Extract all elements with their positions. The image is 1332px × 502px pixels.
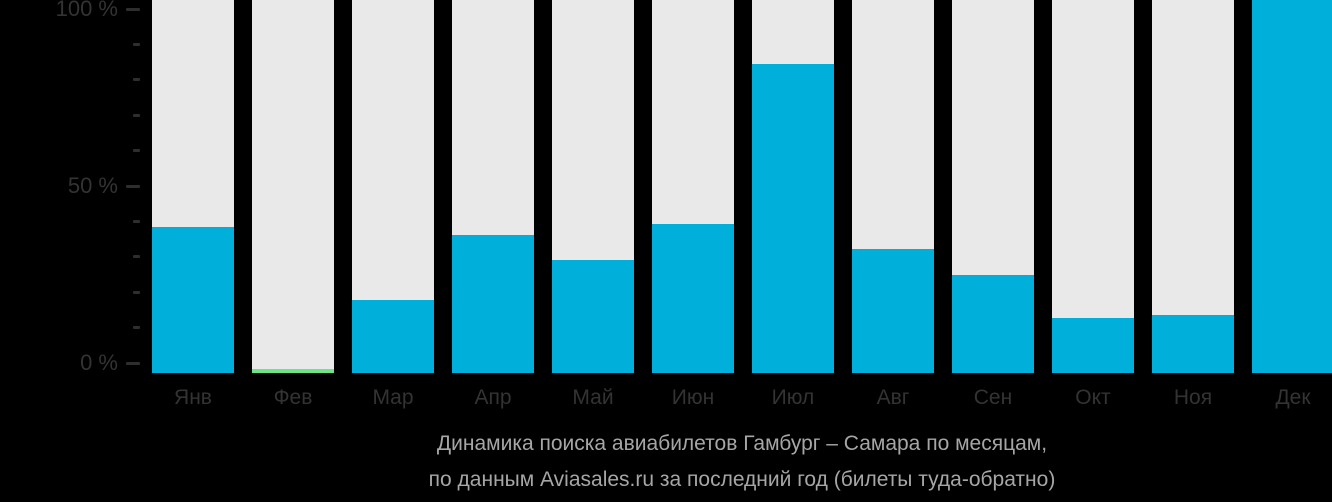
x-tick-label: Ноя [1173, 386, 1213, 409]
bar-column-2 [252, 0, 334, 373]
bar-column-12 [1252, 0, 1332, 373]
bar-fill [1252, 0, 1332, 373]
bar-fill [452, 235, 534, 373]
bar-fill [152, 227, 234, 373]
bar-column-3 [352, 0, 434, 373]
x-tick-label: Июл [771, 386, 815, 409]
bar-fill [952, 275, 1034, 373]
y-tick-minor [133, 114, 140, 117]
x-tick-label: Дек [1275, 386, 1311, 409]
bar-column-4 [452, 0, 534, 373]
bar-column-1 [152, 0, 234, 373]
y-tick-major [126, 185, 140, 188]
y-tick-minor [133, 291, 140, 294]
x-tick-label: Янв [174, 386, 212, 409]
bar-fill [652, 224, 734, 373]
y-tick-label: 50 % [67, 173, 118, 198]
bar-track [252, 0, 334, 373]
bar-fill [852, 249, 934, 373]
x-tick-label: Апр [474, 386, 512, 409]
x-tick-label: Май [572, 386, 614, 409]
x-tick-label: Сен [973, 386, 1013, 409]
y-tick-minor [133, 255, 140, 258]
x-axis: Янв Фев Мар Апр Май Июн Июл Авг Сен Окт Ноя Дек [152, 383, 1332, 415]
x-tick-label: Фев [273, 386, 313, 409]
y-tick-minor [133, 149, 140, 152]
bar-fill-highlight [252, 369, 334, 373]
bar-column-6 [652, 0, 734, 373]
bar-track [1152, 0, 1234, 373]
bar-column-8 [852, 0, 934, 373]
y-tick-minor [133, 43, 140, 46]
bar-column-9 [952, 0, 1034, 373]
bar-column-5 [552, 0, 634, 373]
y-tick-major [126, 362, 140, 365]
bar-fill [552, 260, 634, 373]
y-tick-minor [133, 326, 140, 329]
caption-line-2: по данным Aviasales.ru за последний год … [428, 468, 1056, 491]
bar-fill [1152, 315, 1234, 373]
x-tick-label: Окт [1075, 386, 1111, 409]
bar-fill [1052, 318, 1134, 373]
x-tick-label: Июн [671, 386, 715, 409]
plot-area [152, 0, 1332, 373]
y-tick-minor [133, 220, 140, 223]
y-tick-label: 0 % [80, 350, 118, 375]
y-axis: 0 % 50 % 100 % [0, 0, 152, 380]
chart-caption: Динамика поиска авиабилетов Гамбург – Са… [152, 426, 1332, 498]
bar-fill [352, 300, 434, 373]
bar-track [1052, 0, 1134, 373]
x-tick-label: Авг [876, 386, 910, 409]
y-tick-major [126, 8, 140, 11]
bar-column-10 [1052, 0, 1134, 373]
y-tick-label: 100 % [55, 0, 118, 21]
bar-column-7 [752, 0, 834, 373]
y-tick-minor [133, 78, 140, 81]
bar-fill [752, 64, 834, 373]
caption-line-1: Динамика поиска авиабилетов Гамбург – Са… [436, 432, 1048, 455]
bar-column-11 [1152, 0, 1234, 373]
x-tick-label: Мар [372, 386, 414, 409]
